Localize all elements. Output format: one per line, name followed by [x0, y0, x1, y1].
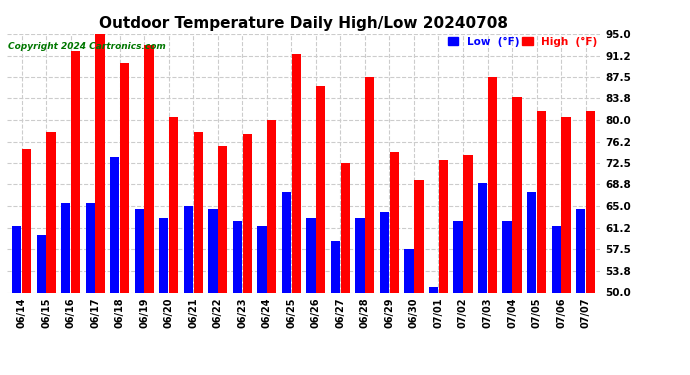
Bar — [71, 51, 80, 292]
Bar — [95, 31, 105, 292]
Legend: Low  (°F), High  (°F): Low (°F), High (°F) — [446, 35, 599, 49]
Bar — [488, 77, 497, 292]
Bar — [537, 111, 546, 292]
Bar — [306, 218, 315, 292]
Bar — [159, 218, 168, 292]
Bar — [463, 154, 473, 292]
Bar — [453, 220, 463, 292]
Bar — [551, 226, 561, 292]
Bar — [527, 192, 536, 292]
Bar — [184, 206, 193, 292]
Bar — [267, 120, 277, 292]
Bar — [561, 117, 571, 292]
Bar — [86, 203, 95, 292]
Bar — [135, 209, 144, 292]
Bar — [341, 163, 350, 292]
Title: Outdoor Temperature Daily High/Low 20240708: Outdoor Temperature Daily High/Low 20240… — [99, 16, 508, 31]
Bar — [144, 45, 154, 292]
Bar — [243, 134, 252, 292]
Bar — [390, 152, 399, 292]
Bar — [478, 183, 487, 292]
Bar — [439, 160, 448, 292]
Bar — [12, 226, 21, 292]
Bar — [120, 63, 129, 292]
Bar — [218, 146, 227, 292]
Bar — [169, 117, 178, 292]
Bar — [355, 218, 364, 292]
Bar — [208, 209, 217, 292]
Bar — [193, 132, 203, 292]
Bar — [292, 54, 301, 292]
Bar — [502, 220, 512, 292]
Bar — [316, 86, 326, 292]
Bar — [365, 77, 375, 292]
Bar — [429, 287, 438, 292]
Bar — [282, 192, 291, 292]
Bar — [512, 97, 522, 292]
Bar — [37, 235, 46, 292]
Bar — [331, 241, 340, 292]
Bar — [257, 226, 266, 292]
Bar — [380, 212, 389, 292]
Bar — [404, 249, 414, 292]
Bar — [576, 209, 585, 292]
Bar — [414, 180, 424, 292]
Bar — [61, 203, 70, 292]
Bar — [22, 149, 31, 292]
Bar — [586, 111, 595, 292]
Bar — [110, 158, 119, 292]
Text: Copyright 2024 Cartronics.com: Copyright 2024 Cartronics.com — [8, 42, 166, 51]
Bar — [46, 132, 56, 292]
Bar — [233, 220, 242, 292]
